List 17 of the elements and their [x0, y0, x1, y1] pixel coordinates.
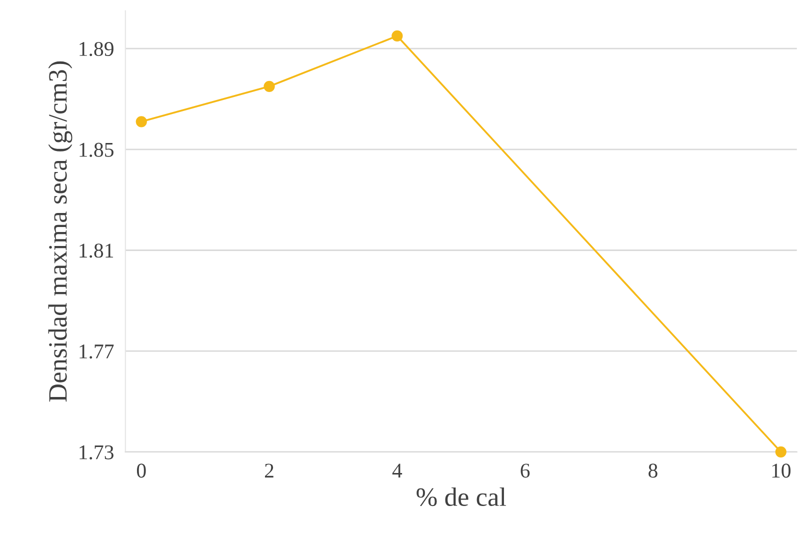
- y-tick-label: 1.89: [80, 42, 114, 56]
- x-tick-label: 8: [648, 464, 658, 478]
- y-tick-label: 1.81: [80, 244, 114, 258]
- y-axis-title: Densidad maxima seca (gr/cm3): [48, 61, 72, 402]
- y-tick-label: 1.77: [80, 344, 114, 359]
- x-tick-label: 10: [772, 464, 790, 478]
- y-tick-label: 1.85: [80, 142, 114, 157]
- y-tick-label: 1.73: [80, 445, 114, 460]
- point: [136, 116, 147, 128]
- point: [264, 80, 275, 92]
- x-tick-label: 0: [136, 464, 146, 478]
- x-tick-label: 2: [264, 464, 274, 478]
- x-axis-title: % de cal: [416, 487, 506, 506]
- x-tick-label: 6: [520, 464, 530, 478]
- x-tick-label: 4: [392, 464, 402, 478]
- point: [775, 446, 786, 458]
- point: [392, 30, 403, 42]
